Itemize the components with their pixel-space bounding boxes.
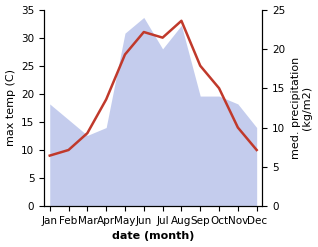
X-axis label: date (month): date (month) bbox=[112, 231, 194, 242]
Y-axis label: max temp (C): max temp (C) bbox=[5, 69, 16, 146]
Y-axis label: med. precipitation
(kg/m2): med. precipitation (kg/m2) bbox=[291, 57, 313, 159]
